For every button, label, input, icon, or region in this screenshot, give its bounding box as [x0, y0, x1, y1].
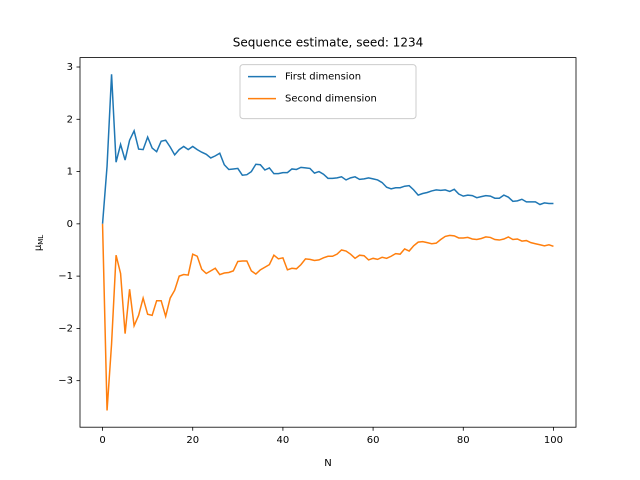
chart-title: Sequence estimate, seed: 1234 [233, 36, 423, 50]
y-axis-label: μML [33, 235, 45, 251]
y-axis-label-symbol: μ [33, 244, 44, 251]
y-tick-label: 0 [67, 219, 73, 230]
x-tick-label: 80 [457, 435, 470, 446]
y-tick-label: 2 [67, 114, 73, 125]
x-tick-label: 100 [544, 435, 563, 446]
data-line [101, 74, 554, 224]
y-tick-label: −3 [58, 376, 73, 387]
x-tick-label: 40 [277, 435, 290, 446]
y-tick-label: 3 [67, 62, 73, 73]
y-axis-label-subscript: ML [37, 235, 45, 245]
x-tick-label: 60 [367, 435, 380, 446]
axes-frame [79, 57, 577, 428]
data-line [101, 223, 554, 411]
y-tick-label: −2 [58, 323, 73, 334]
legend-label: First dimension [285, 72, 361, 83]
y-tick-label: −1 [58, 271, 73, 282]
legend-label: Second dimension [285, 94, 377, 105]
x-tick-label: 0 [99, 435, 105, 446]
y-tick-label: 1 [67, 167, 73, 178]
x-tick-label: 20 [186, 435, 199, 446]
legend-box [239, 64, 417, 120]
x-axis-label: N [324, 458, 331, 469]
